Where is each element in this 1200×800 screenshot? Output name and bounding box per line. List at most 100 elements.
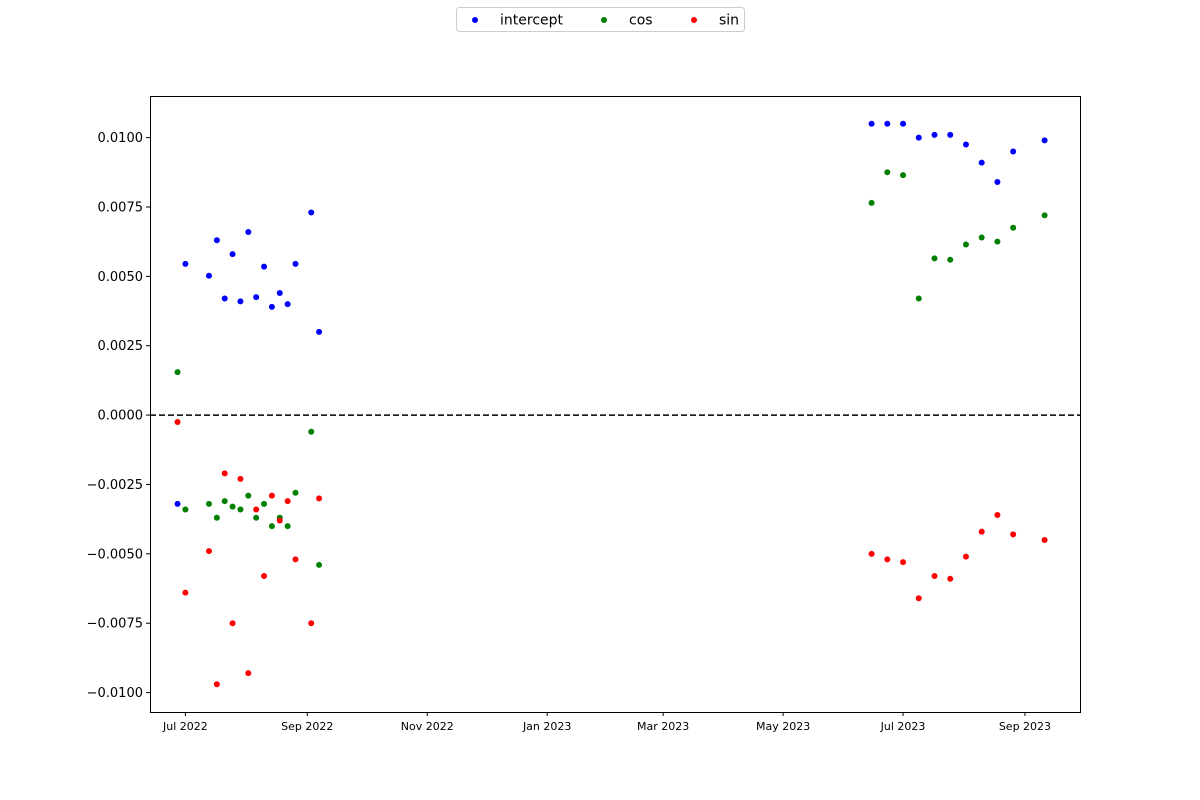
x-axis: Jul 2022 Sep 2022 Nov 2022 Jan 2023 Mar 2023… bbox=[162, 712, 1051, 733]
data-point-cos bbox=[261, 500, 268, 507]
data-point-sin bbox=[978, 528, 985, 535]
legend-marker-sin bbox=[691, 17, 697, 23]
data-point-intercept bbox=[1010, 148, 1017, 155]
y-tick-label: 0.0025 bbox=[98, 339, 144, 354]
data-point-intercept bbox=[868, 120, 875, 127]
data-point-sin bbox=[182, 589, 189, 596]
data-point-cos bbox=[994, 238, 1001, 245]
data-point-sin bbox=[316, 495, 323, 502]
data-point-intercept bbox=[174, 500, 181, 507]
data-point-cos bbox=[308, 428, 315, 435]
data-point-intercept bbox=[947, 131, 954, 138]
data-point-cos bbox=[1010, 224, 1017, 231]
data-point-intercept bbox=[994, 179, 1001, 186]
data-point-cos bbox=[900, 172, 907, 179]
data-point-cos bbox=[868, 199, 875, 206]
data-point-cos bbox=[1041, 212, 1048, 219]
y-tick-label: −0.0075 bbox=[87, 617, 143, 632]
legend-marker-cos bbox=[601, 17, 607, 23]
data-point-intercept bbox=[884, 120, 891, 127]
data-point-cos bbox=[884, 169, 891, 176]
data-point-cos bbox=[962, 241, 969, 248]
x-tick-label: Jan 2023 bbox=[522, 720, 571, 733]
data-point-intercept bbox=[1041, 137, 1048, 144]
data-point-cos bbox=[915, 295, 922, 302]
data-point-sin bbox=[884, 556, 891, 563]
data-point-cos bbox=[245, 492, 252, 499]
data-point-intercept bbox=[245, 228, 252, 235]
legend-label-intercept: intercept bbox=[500, 13, 564, 29]
data-point-intercept bbox=[237, 298, 244, 305]
data-point-intercept bbox=[978, 159, 985, 166]
series-cos bbox=[174, 169, 1048, 568]
x-tick-label: Mar 2023 bbox=[637, 720, 689, 733]
data-point-sin bbox=[174, 419, 181, 426]
data-point-intercept bbox=[205, 272, 212, 279]
legend-label-cos: cos bbox=[629, 13, 653, 29]
data-point-intercept bbox=[900, 120, 907, 127]
data-point-intercept bbox=[931, 131, 938, 138]
data-point-cos bbox=[947, 256, 954, 263]
data-point-intercept bbox=[221, 295, 228, 302]
data-point-cos bbox=[221, 498, 228, 505]
x-tick-label: Sep 2023 bbox=[999, 720, 1051, 733]
data-point-sin bbox=[253, 506, 260, 513]
data-point-intercept bbox=[962, 141, 969, 148]
data-point-cos bbox=[174, 369, 181, 376]
data-point-sin bbox=[205, 548, 212, 555]
y-tick-label: 0.0100 bbox=[98, 131, 144, 146]
data-point-cos bbox=[205, 500, 212, 507]
y-axis: 0.0100 0.0075 0.0050 0.0025 0.0000 −0.0025 −0.… bbox=[87, 131, 150, 701]
data-point-cos bbox=[213, 514, 220, 521]
data-point-cos bbox=[931, 255, 938, 262]
data-point-sin bbox=[900, 559, 907, 566]
data-point-cos bbox=[978, 234, 985, 241]
data-point-sin bbox=[261, 573, 268, 580]
legend-label-sin: sin bbox=[719, 13, 739, 29]
data-point-sin bbox=[268, 492, 275, 499]
y-tick-label: 0.0050 bbox=[98, 270, 144, 285]
y-tick-label: −0.0100 bbox=[87, 686, 143, 701]
data-point-intercept bbox=[182, 260, 189, 267]
data-point-cos bbox=[292, 489, 299, 496]
data-point-cos bbox=[268, 523, 275, 530]
x-tick-label: Jul 2022 bbox=[162, 720, 208, 733]
data-point-cos bbox=[182, 506, 189, 513]
data-point-sin bbox=[245, 670, 252, 677]
plot-frame bbox=[150, 96, 1081, 713]
data-point-sin bbox=[1010, 531, 1017, 538]
series-sin bbox=[174, 419, 1048, 688]
data-point-sin bbox=[931, 573, 938, 580]
data-point-sin bbox=[1041, 536, 1048, 543]
data-point-intercept bbox=[253, 294, 260, 301]
x-tick-label: Nov 2022 bbox=[401, 720, 454, 733]
data-point-sin bbox=[915, 595, 922, 602]
legend-box bbox=[456, 7, 745, 32]
y-tick-label: 0.0075 bbox=[98, 200, 144, 215]
x-tick-label: Sep 2022 bbox=[281, 720, 333, 733]
data-point-intercept bbox=[276, 290, 283, 297]
y-tick-label: −0.0050 bbox=[87, 547, 143, 562]
data-point-sin bbox=[213, 681, 220, 688]
data-point-sin bbox=[962, 553, 969, 560]
data-point-sin bbox=[994, 511, 1001, 518]
data-point-sin bbox=[308, 620, 315, 627]
data-point-cos bbox=[316, 561, 323, 568]
data-point-sin bbox=[221, 470, 228, 477]
data-point-intercept bbox=[308, 209, 315, 216]
legend: intercept cos sin bbox=[456, 7, 745, 32]
x-tick-label: Jul 2023 bbox=[880, 720, 926, 733]
data-point-sin bbox=[947, 575, 954, 582]
data-point-cos bbox=[237, 506, 244, 513]
y-tick-label: −0.0025 bbox=[87, 478, 143, 493]
data-point-sin bbox=[292, 556, 299, 563]
data-point-sin bbox=[237, 475, 244, 482]
data-point-intercept bbox=[915, 134, 922, 141]
data-point-intercept bbox=[229, 251, 236, 258]
data-point-sin bbox=[284, 498, 291, 505]
data-point-intercept bbox=[213, 237, 220, 244]
data-point-sin bbox=[229, 620, 236, 627]
x-tick-label: May 2023 bbox=[756, 720, 810, 733]
data-point-cos bbox=[229, 503, 236, 510]
